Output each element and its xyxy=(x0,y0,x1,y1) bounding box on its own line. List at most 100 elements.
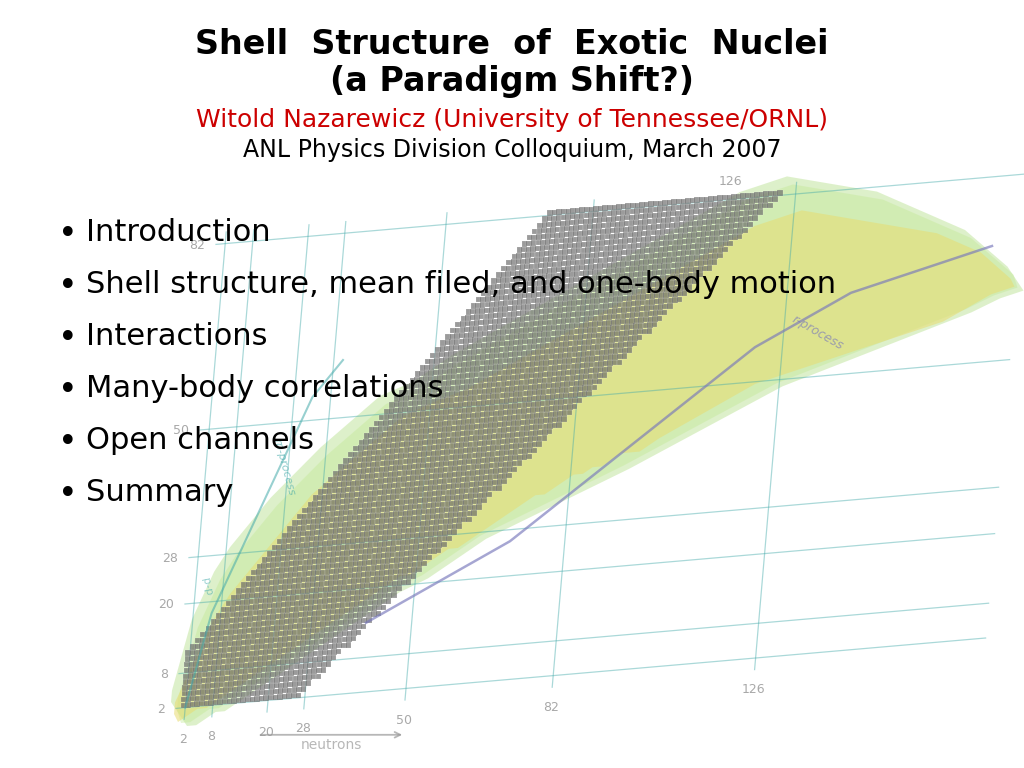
Bar xyxy=(453,460,458,465)
Bar xyxy=(340,493,346,498)
Bar xyxy=(247,680,252,685)
Bar xyxy=(684,267,689,273)
Bar xyxy=(616,302,623,307)
Bar xyxy=(625,319,630,324)
Bar xyxy=(539,366,544,372)
Bar xyxy=(548,412,554,417)
Bar xyxy=(291,538,296,543)
Bar xyxy=(562,249,567,255)
Bar xyxy=(523,431,529,436)
Bar xyxy=(302,514,307,519)
Bar xyxy=(443,518,449,524)
Bar xyxy=(482,377,488,382)
Bar xyxy=(319,518,326,523)
Bar xyxy=(326,609,331,615)
Bar xyxy=(313,541,318,547)
Bar xyxy=(536,349,541,355)
Bar xyxy=(312,604,317,611)
Bar xyxy=(667,303,673,309)
Bar xyxy=(292,635,297,641)
Bar xyxy=(622,250,627,255)
Bar xyxy=(366,571,371,577)
Bar xyxy=(653,253,658,258)
Bar xyxy=(256,679,261,684)
Bar xyxy=(341,643,346,648)
Bar xyxy=(566,358,571,363)
Bar xyxy=(537,338,542,343)
Bar xyxy=(583,386,588,391)
Bar xyxy=(688,273,693,278)
Bar xyxy=(558,347,563,353)
Bar xyxy=(221,653,227,658)
Bar xyxy=(298,617,303,623)
Bar xyxy=(567,289,573,294)
Bar xyxy=(560,266,566,272)
Bar xyxy=(297,629,302,634)
Bar xyxy=(604,234,610,240)
Bar xyxy=(433,415,439,421)
Bar xyxy=(739,205,744,210)
Bar xyxy=(753,210,758,215)
Bar xyxy=(209,694,214,700)
Bar xyxy=(573,386,579,392)
Bar xyxy=(577,352,582,357)
Bar xyxy=(648,207,653,213)
Bar xyxy=(303,611,308,617)
Bar xyxy=(361,456,367,462)
Bar xyxy=(287,641,292,647)
Bar xyxy=(545,343,551,348)
Bar xyxy=(469,378,474,383)
Bar xyxy=(604,343,609,349)
Bar xyxy=(559,336,564,341)
Bar xyxy=(323,483,329,488)
Bar xyxy=(486,284,492,290)
Bar xyxy=(579,323,584,328)
Bar xyxy=(284,619,289,624)
Bar xyxy=(465,471,471,476)
Bar xyxy=(711,225,716,230)
Bar xyxy=(337,476,343,482)
Bar xyxy=(460,488,465,494)
Bar xyxy=(201,632,206,637)
Bar xyxy=(243,674,248,680)
Bar xyxy=(612,360,617,366)
Bar xyxy=(552,371,557,376)
Bar xyxy=(311,616,316,622)
Bar xyxy=(324,581,329,586)
Bar xyxy=(336,545,341,551)
Bar xyxy=(443,467,449,472)
Bar xyxy=(268,695,273,700)
Bar xyxy=(323,592,328,598)
Bar xyxy=(730,206,735,211)
Bar xyxy=(314,634,319,639)
Bar xyxy=(300,531,306,536)
Bar xyxy=(483,366,489,371)
Bar xyxy=(516,409,522,414)
Bar xyxy=(563,341,568,346)
Bar xyxy=(669,280,675,286)
Bar xyxy=(541,286,546,291)
Bar xyxy=(553,359,558,365)
Bar xyxy=(499,301,504,306)
Bar xyxy=(299,600,304,606)
Bar xyxy=(213,700,218,705)
Bar xyxy=(452,368,457,373)
Bar xyxy=(337,580,343,585)
Bar xyxy=(194,655,200,660)
Bar xyxy=(479,366,484,371)
Bar xyxy=(718,247,723,253)
Bar xyxy=(251,581,256,587)
Bar xyxy=(402,407,408,412)
Bar xyxy=(333,626,339,631)
Bar xyxy=(696,226,702,231)
Bar xyxy=(586,287,592,293)
Bar xyxy=(555,336,560,342)
Bar xyxy=(531,390,538,396)
Bar xyxy=(318,587,324,592)
Bar xyxy=(269,631,274,637)
Bar xyxy=(645,293,650,300)
Bar xyxy=(569,329,574,335)
Bar xyxy=(560,330,565,336)
Bar xyxy=(476,297,481,303)
Bar xyxy=(702,260,709,266)
